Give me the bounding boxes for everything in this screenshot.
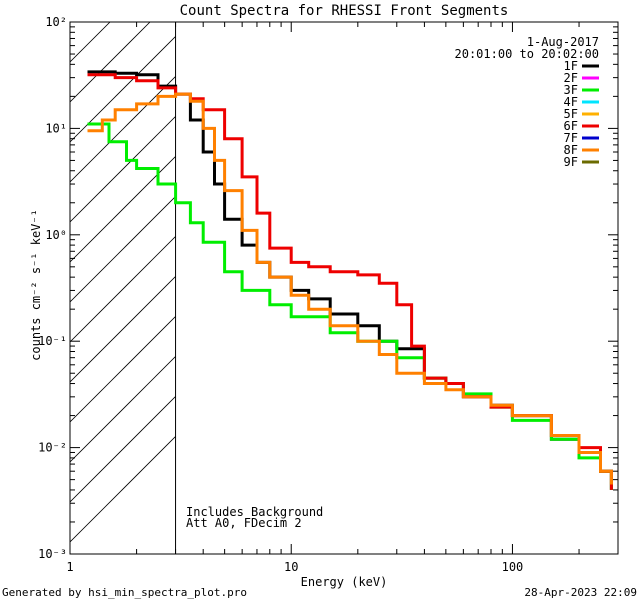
legend-label-2f: 2F [564, 71, 578, 85]
legend-label-7f: 7F [564, 131, 578, 145]
legend-label-1f: 1F [564, 59, 578, 73]
hatch-line [70, 22, 151, 103]
hatch-line [70, 196, 176, 303]
series-1f [87, 70, 613, 490]
series-layer [87, 70, 613, 490]
y-tick-label: 10⁻³ [38, 547, 67, 561]
series-6f [87, 73, 613, 490]
hatch-line [70, 396, 176, 503]
time-range-label: 20:01:00 to 20:02:00 [455, 47, 600, 61]
legend-label-9f: 9F [564, 155, 578, 169]
x-tick-label: 100 [502, 560, 524, 574]
x-tick-label: 1 [66, 560, 73, 574]
y-tick-label: 10¹ [45, 121, 67, 135]
x-tick-label: 10 [284, 560, 298, 574]
background-note: Includes Background [186, 505, 323, 519]
x-axis-ticks: 1 10 100 [66, 22, 619, 574]
legend-label-3f: 3F [564, 83, 578, 97]
date-label: 1-Aug-2017 [527, 35, 599, 49]
hatch-line [70, 356, 176, 463]
hatch-line [70, 236, 176, 343]
settings-note: Att A0, FDecim 2 [186, 516, 302, 530]
series-8f [87, 92, 613, 485]
y-tick-label: 10⁻¹ [38, 334, 67, 348]
hatch-line [70, 316, 176, 423]
hatch-line [70, 436, 176, 543]
hatch-line [70, 116, 176, 223]
footer-generator: Generated by hsi_min_spectra_plot.pro [2, 586, 247, 599]
series-3f [87, 122, 613, 490]
legend-label-6f: 6F [564, 119, 578, 133]
y-tick-label: 10⁻² [38, 441, 67, 455]
excluded-energy-hatch [70, 22, 177, 554]
y-axis-ticks: 10⁻³ 10⁻² 10⁻¹ 10⁰ 10¹ 10² [38, 15, 618, 561]
y-axis-label: counts cm⁻² s⁻¹ keV⁻¹ [29, 209, 43, 361]
y-tick-label: 10⁰ [45, 228, 67, 242]
chart-title: Count Spectra for RHESSI Front Segments [180, 3, 509, 19]
hatch-line [70, 76, 176, 183]
hatch-line [70, 22, 71, 23]
legend-label-5f: 5F [564, 107, 578, 121]
hatch-line [70, 276, 176, 383]
plot-frame [69, 21, 619, 555]
hatch-line [70, 156, 176, 263]
legend-label-8f: 8F [564, 143, 578, 157]
x-axis-label: Energy (keV) [301, 575, 388, 589]
legend-label-4f: 4F [564, 95, 578, 109]
y-tick-label: 10² [45, 15, 67, 29]
footer-timestamp: 28-Apr-2023 22:09 [524, 586, 637, 599]
hatch-line [70, 22, 111, 63]
